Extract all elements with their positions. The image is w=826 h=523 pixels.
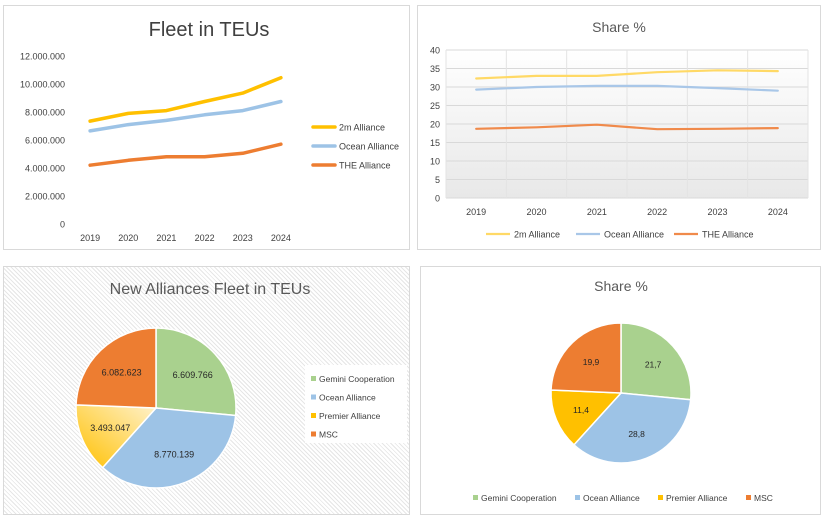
legend-label: Gemini Cooperation xyxy=(481,493,557,503)
series-line xyxy=(88,142,283,167)
legend-label: Ocean Alliance xyxy=(583,493,640,503)
legend-swatch xyxy=(575,495,580,500)
legend-label: Premier Alliance xyxy=(319,411,381,421)
y-tick-label: 20 xyxy=(430,120,440,130)
slice-data-label: 21,7 xyxy=(645,359,662,369)
y-tick-label: 0 xyxy=(435,194,440,204)
x-tick-label: 2024 xyxy=(271,233,291,243)
share-line-chart: Share % 0 5 10 15 20 25 30 35 40 2019 2020 2021 2022… xyxy=(430,19,809,240)
series-line xyxy=(88,75,283,123)
legend-swatch xyxy=(311,376,316,381)
slice-data-label: 6.609.766 xyxy=(173,370,213,380)
y-tick-label: 5 xyxy=(435,175,440,185)
x-tick-label: 2019 xyxy=(466,207,486,217)
fleet-teu-line-chart-panel: Fleet in TEUs 0 2.000.000 4.000.000 6.000.0… xyxy=(3,5,410,250)
x-tick-label: 2019 xyxy=(80,233,100,243)
legend-swatch xyxy=(311,394,316,400)
legend-swatch xyxy=(746,495,751,500)
legend-label: Gemini Cooperation xyxy=(319,374,395,384)
pie-slice xyxy=(550,322,622,394)
slice-data-label: 3.493.047 xyxy=(90,423,130,433)
legend-label: 2m Alliance xyxy=(514,230,560,240)
x-tick-label: 2024 xyxy=(768,207,788,217)
y-tick-label: 25 xyxy=(430,101,440,111)
series-line xyxy=(475,69,779,80)
y-tick-label: 15 xyxy=(430,138,440,148)
pie-slice xyxy=(75,327,157,409)
x-tick-label: 2020 xyxy=(118,233,138,243)
x-tick-label: 2023 xyxy=(233,233,253,243)
y-tick-label: 2.000.000 xyxy=(25,192,65,202)
legend-swatch xyxy=(473,495,478,500)
pie-slice xyxy=(75,404,158,469)
x-tick-label: 2023 xyxy=(707,207,727,217)
x-tick-label: 2022 xyxy=(195,233,215,243)
y-tick-label: 40 xyxy=(430,46,440,56)
legend-swatch xyxy=(658,495,663,500)
y-tick-label: 30 xyxy=(430,83,440,93)
legend-label: MSC xyxy=(754,493,773,503)
slice-data-label: 11,4 xyxy=(573,405,589,415)
pie-slice xyxy=(101,407,237,489)
series-line xyxy=(475,84,779,92)
series-line xyxy=(88,99,283,133)
chart-title: Share % xyxy=(594,278,648,294)
chart-title: Fleet in TEUs xyxy=(149,19,270,41)
legend-swatch xyxy=(311,431,316,437)
share-pie-chart: Share % 21,7 28,8 11,4 19,9 Gemini Cooperati… xyxy=(473,278,773,503)
x-tick-label: 2020 xyxy=(526,207,546,217)
legend-box xyxy=(305,365,407,443)
slice-data-label: 19,9 xyxy=(583,357,600,367)
fleet-teu-line-chart: Fleet in TEUs 0 2.000.000 4.000.000 6.000.0… xyxy=(20,19,399,243)
x-tick-label: 2021 xyxy=(587,207,607,217)
legend-swatch xyxy=(311,413,316,418)
legend-label: THE Alliance xyxy=(702,230,754,240)
legend-label: Ocean Alliance xyxy=(604,230,664,240)
legend-label: Ocean Alliance xyxy=(339,142,399,152)
fleet-pie-chart-panel: New Alliances Fleet in TEUs 6.609.766 8.7… xyxy=(3,266,410,515)
chart-title: Share % xyxy=(592,19,646,35)
share-line-chart-panel: Share % 0 5 10 15 20 25 30 35 40 2019 2020 2021 2022… xyxy=(417,5,821,250)
y-tick-label: 6.000.000 xyxy=(25,136,65,146)
chart-title: New Alliances Fleet in TEUs xyxy=(110,281,311,298)
slice-data-label: 6.082.623 xyxy=(102,368,142,378)
share-pie-chart-panel: Share % 21,7 28,8 11,4 19,9 Gemini Cooperati… xyxy=(420,266,821,515)
legend-label: Premier Alliance xyxy=(666,493,728,503)
pie-slice xyxy=(620,322,692,401)
y-tick-label: 10.000.000 xyxy=(20,80,65,90)
pie-slice xyxy=(572,392,692,464)
legend-label: Ocean Alliance xyxy=(319,393,376,403)
pie-slice xyxy=(155,327,237,417)
slice-data-label: 8.770.139 xyxy=(154,450,194,460)
y-tick-label: 10 xyxy=(430,157,440,167)
legend-label: THE Alliance xyxy=(339,161,391,171)
x-tick-label: 2022 xyxy=(647,207,667,217)
fleet-pie-chart: New Alliances Fleet in TEUs 6.609.766 8.7… xyxy=(75,281,407,489)
legend-label: MSC xyxy=(319,430,338,440)
y-tick-label: 35 xyxy=(430,64,440,74)
y-tick-label: 8.000.000 xyxy=(25,108,65,118)
series-line xyxy=(475,123,779,131)
pie-slice xyxy=(550,389,623,446)
y-tick-label: 4.000.000 xyxy=(25,164,65,174)
x-tick-label: 2021 xyxy=(156,233,176,243)
legend-label: 2m Alliance xyxy=(339,123,385,133)
slice-data-label: 28,8 xyxy=(628,429,645,439)
y-tick-label: 12.000.000 xyxy=(20,52,65,62)
y-tick-label: 0 xyxy=(60,220,65,230)
